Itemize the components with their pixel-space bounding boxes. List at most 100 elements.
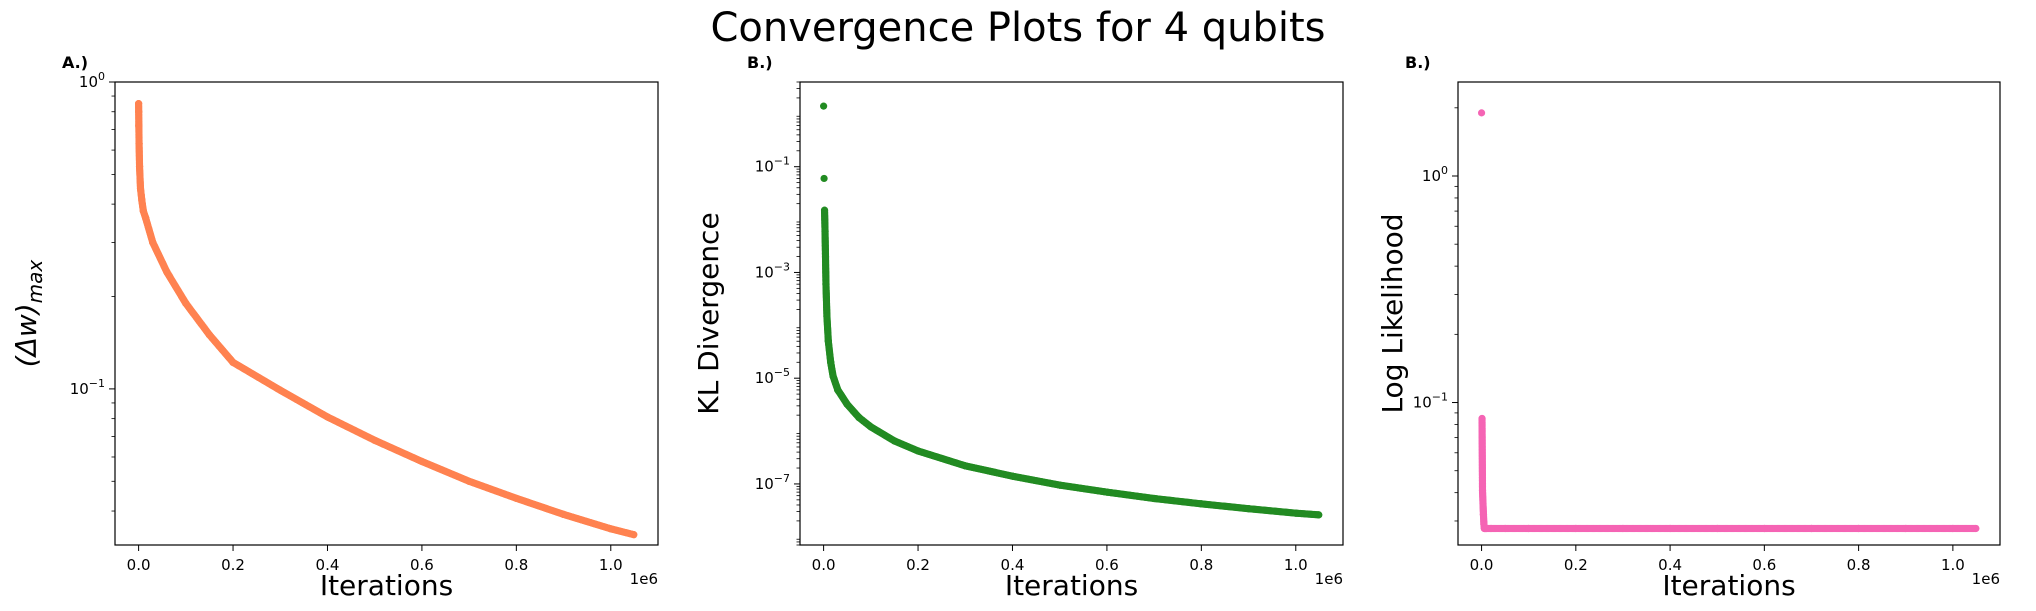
data-point [820,102,828,110]
data-point [820,174,828,183]
data-point [822,280,830,288]
data-point [229,358,237,366]
x-offset-label: 1e6 [1315,570,1343,588]
data-point [1949,524,1957,533]
data-point [1572,524,1580,533]
data-point [135,163,144,171]
x-tick-label: 0.6 [1752,556,1776,574]
figure-title: Convergence Plots for 4 qubits [710,5,1326,51]
x-axis-label: Iterations [1662,569,1795,602]
data-point [827,358,835,366]
x-tick-label: 0.2 [1564,556,1588,574]
y-tick-label: 100 [79,70,105,91]
data-point [418,457,426,466]
y-tick-label: 10−1 [755,155,790,176]
data-point [1713,524,1721,533]
data-point [149,238,157,247]
y-tick-label: 10−1 [70,377,105,398]
y-axis-label: Log Likelihood [1376,213,1409,413]
x-offset-label: 1e6 [1972,570,2000,588]
x-tick-label: 0.4 [1001,556,1025,574]
x-tick-label: 0.4 [1658,556,1682,574]
data-point [630,531,638,539]
data-point [142,214,150,222]
panel-label: A.) [62,53,88,72]
subplot-3: 0.0 0.2 0.4 0.6 0.8 1.0 1e6 10−1 100 Iterations Lo… [1376,53,2001,602]
data-point [1479,511,1488,519]
y-tick-label: 100 [1422,164,1448,185]
axes-frame [1457,81,2001,546]
x-axis-label: Iterations [1005,569,1138,602]
data-point [1666,524,1674,533]
data-point [163,268,171,276]
data-point [607,525,615,533]
x-tick-label: 0.0 [812,556,836,574]
axes-frame [799,81,1344,546]
data-point [843,400,851,408]
y-axis-label: KL Divergence [692,212,725,414]
panel-label: B.) [1405,53,1431,72]
data-point [135,139,143,148]
subplot-1: 0.0 0.2 0.4 0.6 0.8 1.0 1e6 10−1 100 Iterations (Δ… [10,53,659,602]
data-point [136,184,145,193]
y-tick-label: 10−3 [755,260,790,281]
data-point [182,299,190,307]
data-point [138,197,146,205]
x-tick-label: 0.0 [127,556,151,574]
x-tick-label: 0.2 [906,556,930,574]
data-point [1478,486,1487,494]
data-point [1008,472,1017,480]
x-tick-label: 1.0 [1941,556,1965,574]
x-tick-label: 0.4 [316,556,340,574]
data-point [1525,524,1533,533]
data-points [135,100,638,539]
data-point [465,477,473,485]
data-point [135,108,143,116]
data-point [276,386,284,394]
data-point [829,372,837,380]
data-point [512,494,520,502]
x-tick-label: 0.2 [221,556,245,574]
data-point [371,436,379,444]
data-point [824,337,832,345]
x-tick-label: 0.8 [1847,556,1871,574]
data-point [890,437,899,445]
data-point [1244,505,1253,513]
x-tick-label: 0.0 [1470,556,1494,574]
data-point [1501,524,1509,533]
data-point [1479,499,1487,507]
data-point [1619,524,1627,533]
data-point [1315,511,1323,519]
data-point [1056,481,1064,489]
x-offset-label: 1e6 [630,570,658,588]
data-point [135,100,143,108]
x-tick-label: 0.8 [504,556,528,574]
x-tick-label: 0.6 [1095,556,1119,574]
x-tick-label: 1.0 [599,556,623,574]
data-point [205,331,214,339]
panel-label: B.) [747,53,773,72]
data-point [855,413,863,422]
subplot-2: 0.0 0.2 0.4 0.6 0.8 1.0 1e6 10−7 10−5 10−3 10−1 Ite… [692,53,1344,602]
data-point [1150,494,1158,503]
x-axis-label: Iterations [320,569,453,602]
data-point [1487,524,1495,533]
y-tick-label: 10−7 [755,472,790,493]
data-point [1760,524,1768,533]
data-point [1807,524,1816,533]
data-point [1477,109,1486,117]
data-point [821,252,830,261]
x-tick-label: 0.8 [1189,556,1213,574]
data-point [323,413,332,421]
data-point [1103,488,1111,496]
data-point [914,447,922,455]
data-point [834,386,842,394]
data-point [135,122,143,130]
data-point [867,423,875,431]
data-point [139,207,147,215]
x-tick-label: 1.0 [1284,556,1308,574]
data-point [1292,509,1300,517]
data-point [821,227,829,235]
data-point [823,312,831,320]
